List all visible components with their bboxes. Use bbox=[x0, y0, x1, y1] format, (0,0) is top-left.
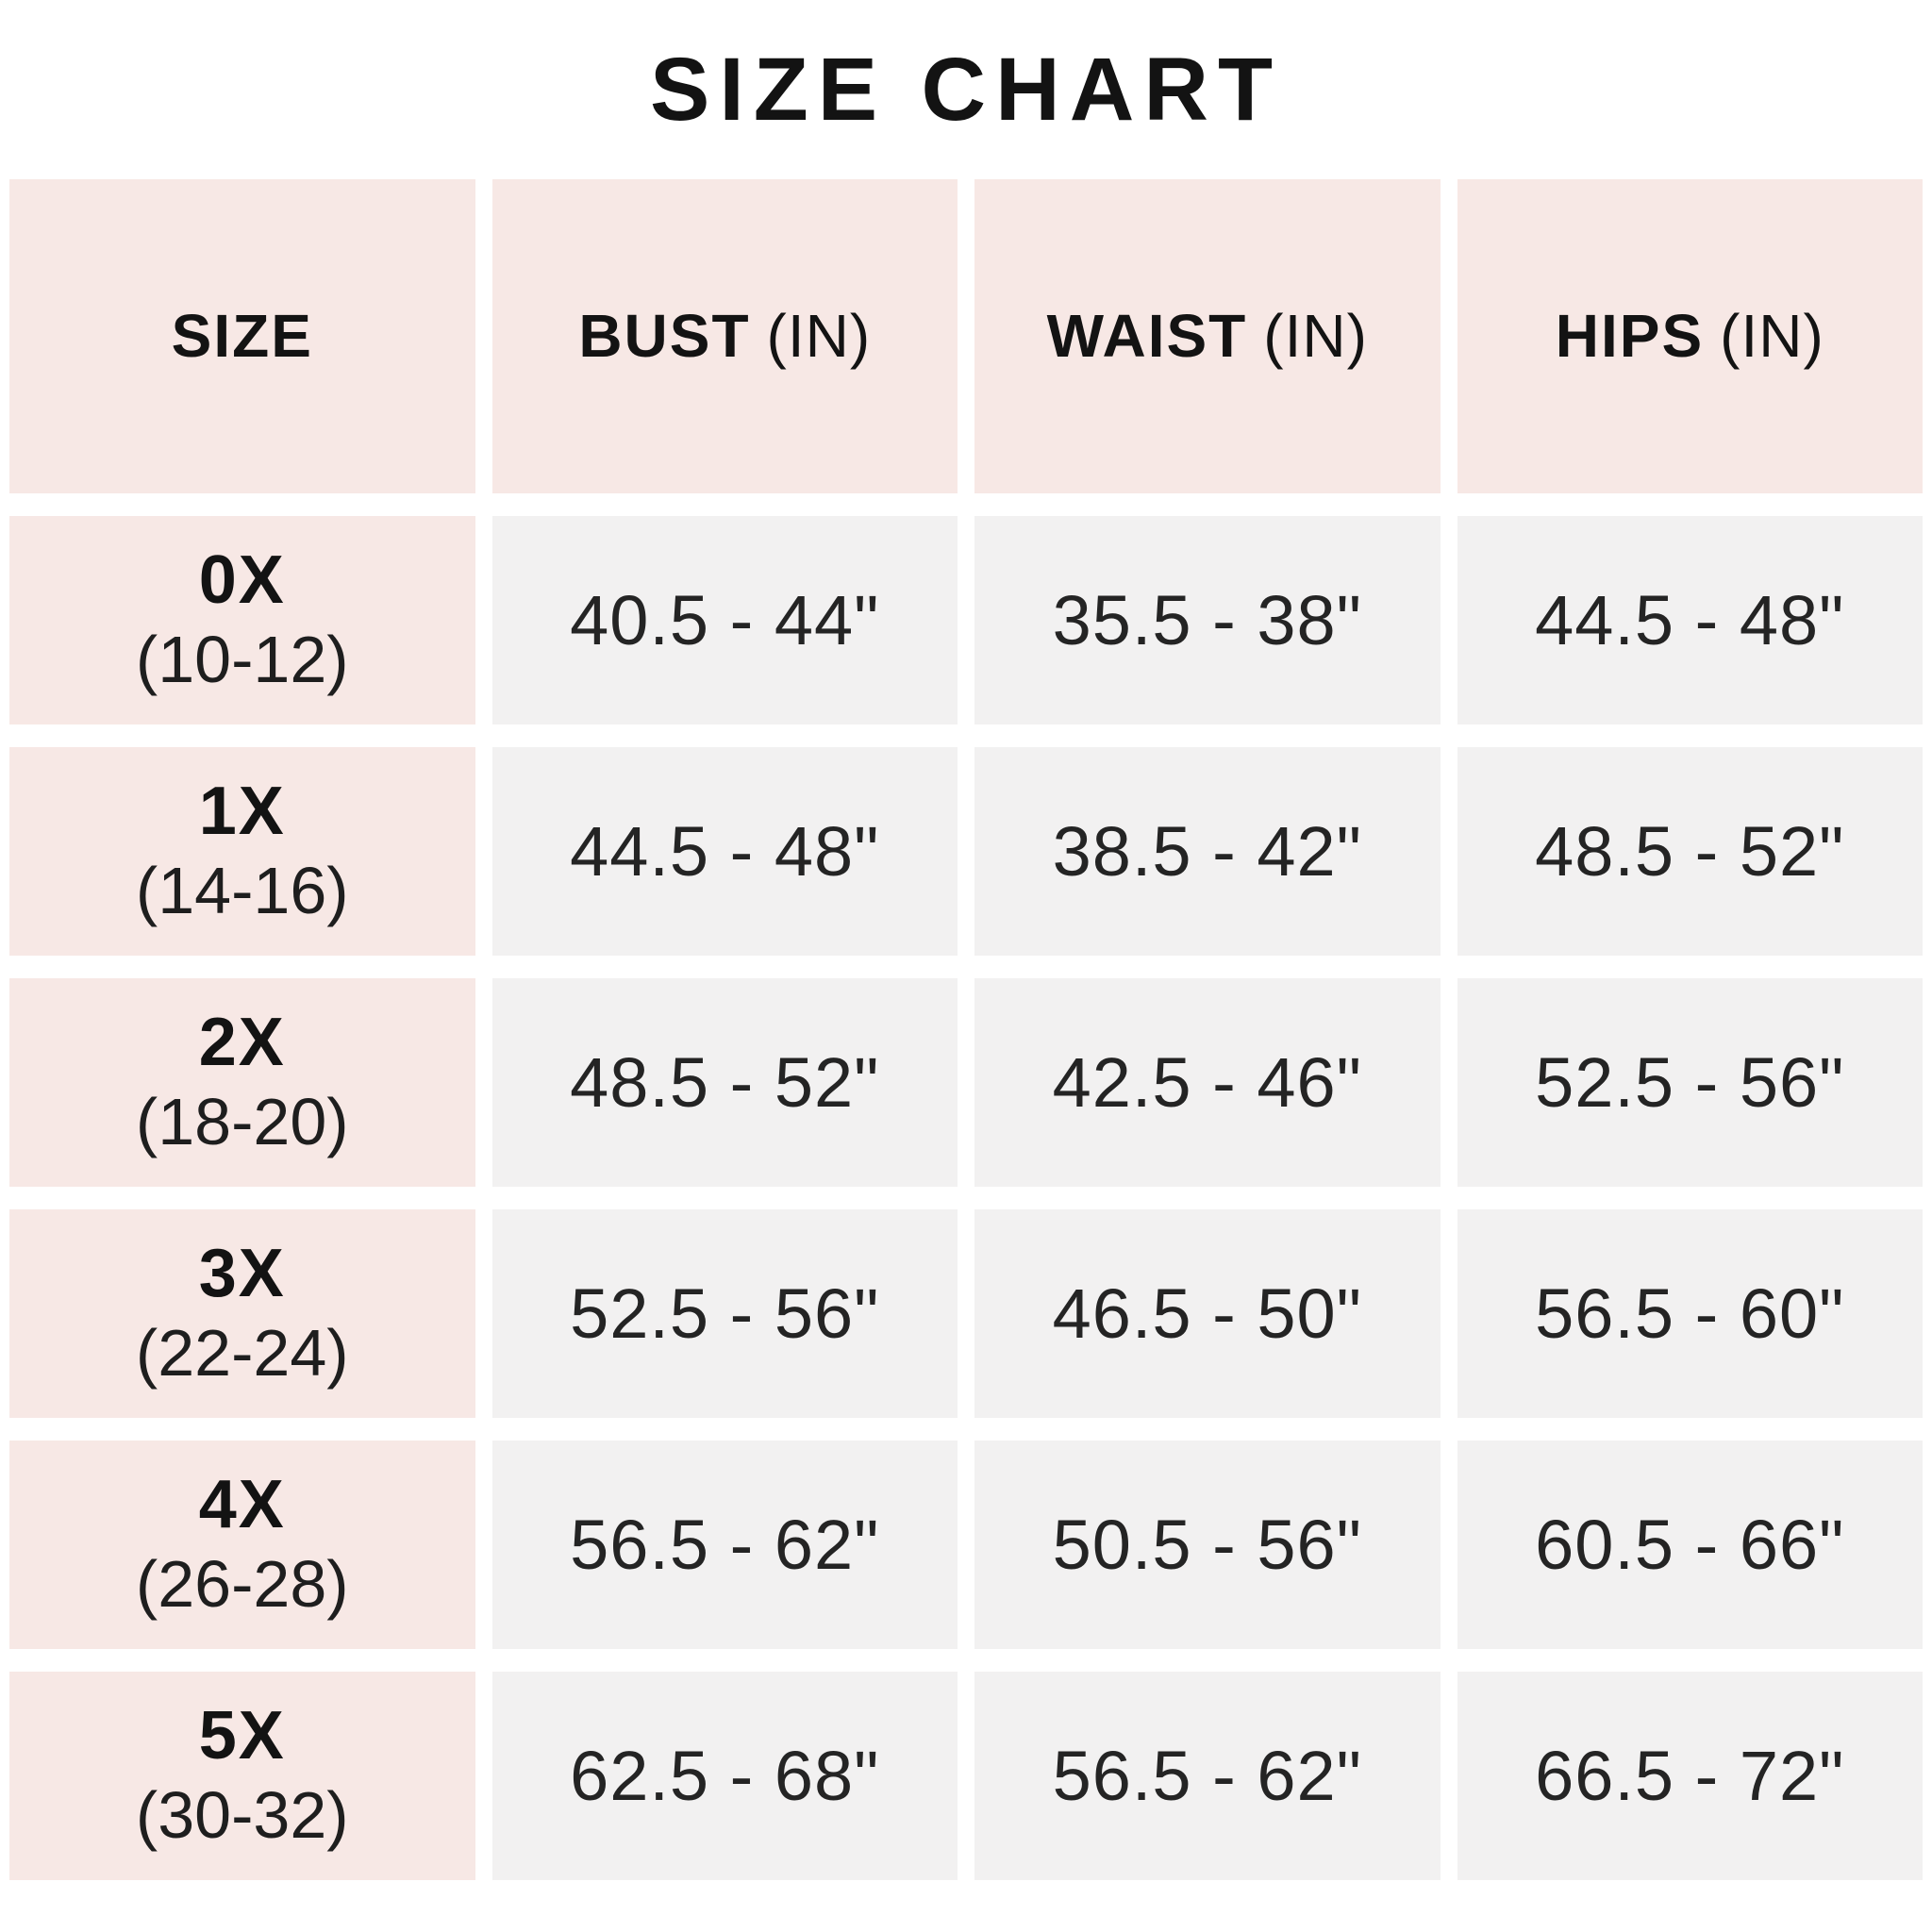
size-code: 0X bbox=[198, 542, 286, 619]
column-header-hips-unit: (IN) bbox=[1720, 302, 1824, 371]
size-label-cell: 4X (26-28) bbox=[9, 1440, 475, 1649]
size-numeric-range: (26-28) bbox=[135, 1547, 349, 1622]
column-header-hips-label: HIPS bbox=[1555, 302, 1705, 371]
bust-value-cell: 44.5 - 48" bbox=[491, 746, 958, 956]
bust-value-cell: 48.5 - 52" bbox=[491, 977, 958, 1187]
column-header-bust-unit: (IN) bbox=[766, 302, 872, 371]
hips-value-cell: 44.5 - 48" bbox=[1457, 515, 1923, 724]
size-code: 2X bbox=[198, 1005, 286, 1081]
size-code: 3X bbox=[198, 1236, 286, 1312]
bust-value-cell: 62.5 - 68" bbox=[491, 1671, 958, 1880]
size-chart-table: SIZE BUST (IN) WAIST (IN) HIPS (IN) 0X (… bbox=[9, 178, 1923, 1880]
size-label-cell: 5X (30-32) bbox=[9, 1671, 475, 1880]
hips-value-cell: 56.5 - 60" bbox=[1457, 1208, 1923, 1418]
size-numeric-range: (10-12) bbox=[135, 623, 349, 697]
size-numeric-range: (22-24) bbox=[135, 1316, 349, 1391]
hips-value-cell: 60.5 - 66" bbox=[1457, 1440, 1923, 1649]
size-code: 5X bbox=[198, 1698, 286, 1774]
waist-value-cell: 42.5 - 46" bbox=[974, 977, 1441, 1187]
column-header-size-label: SIZE bbox=[171, 302, 313, 371]
bust-value-cell: 56.5 - 62" bbox=[491, 1440, 958, 1649]
size-label-cell: 3X (22-24) bbox=[9, 1208, 475, 1418]
hips-value-cell: 48.5 - 52" bbox=[1457, 746, 1923, 956]
waist-value-cell: 38.5 - 42" bbox=[974, 746, 1441, 956]
waist-value-cell: 56.5 - 62" bbox=[974, 1671, 1441, 1880]
waist-value-cell: 35.5 - 38" bbox=[974, 515, 1441, 724]
size-numeric-range: (30-32) bbox=[135, 1778, 349, 1853]
column-header-waist-label: WAIST bbox=[1046, 302, 1248, 371]
hips-value-cell: 52.5 - 56" bbox=[1457, 977, 1923, 1187]
size-label-cell: 1X (14-16) bbox=[9, 746, 475, 956]
size-numeric-range: (14-16) bbox=[135, 854, 349, 928]
size-numeric-range: (18-20) bbox=[135, 1085, 349, 1159]
column-header-waist-unit: (IN) bbox=[1263, 302, 1368, 371]
column-header-waist: WAIST (IN) bbox=[974, 178, 1441, 493]
waist-value-cell: 46.5 - 50" bbox=[974, 1208, 1441, 1418]
size-label-cell: 0X (10-12) bbox=[9, 515, 475, 724]
size-code: 4X bbox=[198, 1467, 286, 1543]
column-header-size: SIZE bbox=[9, 178, 475, 493]
page-title: SIZE CHART bbox=[650, 40, 1282, 140]
bust-value-cell: 40.5 - 44" bbox=[491, 515, 958, 724]
column-header-hips: HIPS (IN) bbox=[1457, 178, 1923, 493]
size-code: 1X bbox=[198, 774, 286, 850]
bust-value-cell: 52.5 - 56" bbox=[491, 1208, 958, 1418]
waist-value-cell: 50.5 - 56" bbox=[974, 1440, 1441, 1649]
column-header-bust: BUST (IN) bbox=[491, 178, 958, 493]
column-header-bust-label: BUST bbox=[578, 302, 751, 371]
size-label-cell: 2X (18-20) bbox=[9, 977, 475, 1187]
hips-value-cell: 66.5 - 72" bbox=[1457, 1671, 1923, 1880]
